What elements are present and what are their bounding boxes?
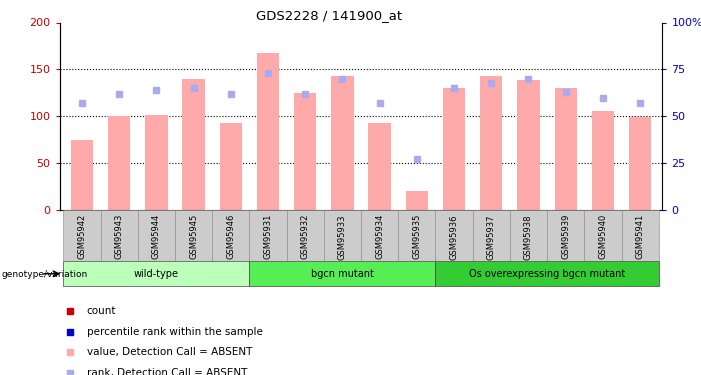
Bar [71, 140, 93, 210]
Bar [435, 210, 472, 261]
Text: wild-type: wild-type [134, 269, 179, 279]
Bar [182, 79, 205, 210]
Bar [108, 116, 130, 210]
Bar [443, 88, 465, 210]
Bar [472, 210, 510, 261]
Bar [294, 93, 316, 210]
Text: GSM95939: GSM95939 [562, 214, 570, 260]
Text: genotype/variation: genotype/variation [1, 270, 88, 279]
Text: GSM95937: GSM95937 [486, 214, 496, 260]
Text: value, Detection Call = ABSENT: value, Detection Call = ABSENT [87, 347, 252, 357]
Text: rank, Detection Call = ABSENT: rank, Detection Call = ABSENT [87, 368, 247, 375]
Text: GSM95943: GSM95943 [115, 214, 123, 260]
Text: GSM95934: GSM95934 [375, 214, 384, 260]
Text: GSM95945: GSM95945 [189, 214, 198, 259]
Bar [361, 210, 398, 261]
Text: GSM95932: GSM95932 [301, 214, 310, 260]
Bar [287, 210, 324, 261]
Text: GSM95933: GSM95933 [338, 214, 347, 260]
Text: bgcn mutant: bgcn mutant [311, 269, 374, 279]
Text: GDS2228 / 141900_at: GDS2228 / 141900_at [257, 9, 402, 22]
Bar [398, 210, 435, 261]
Bar [622, 210, 659, 261]
Bar [145, 116, 168, 210]
Bar [554, 88, 577, 210]
Bar [212, 210, 250, 261]
Bar [585, 210, 622, 261]
Bar [480, 76, 503, 210]
Text: GSM95941: GSM95941 [636, 214, 645, 259]
Bar [324, 210, 361, 261]
Bar [510, 210, 547, 261]
Bar [63, 261, 250, 286]
Text: GSM95946: GSM95946 [226, 214, 236, 260]
Bar [250, 210, 287, 261]
Bar [547, 210, 585, 261]
Bar [257, 53, 279, 210]
Bar [435, 261, 659, 286]
Text: GSM95931: GSM95931 [264, 214, 273, 260]
Text: count: count [87, 306, 116, 316]
Bar [332, 76, 353, 210]
Bar [219, 123, 242, 210]
Text: percentile rank within the sample: percentile rank within the sample [87, 327, 263, 337]
Text: GSM95942: GSM95942 [77, 214, 86, 259]
Bar [137, 210, 175, 261]
Text: Os overexpressing bgcn mutant: Os overexpressing bgcn mutant [469, 269, 625, 279]
Bar [517, 80, 540, 210]
Bar [406, 191, 428, 210]
Bar [250, 261, 435, 286]
Text: GSM95938: GSM95938 [524, 214, 533, 260]
Text: GSM95936: GSM95936 [449, 214, 458, 260]
Bar [63, 210, 100, 261]
Bar [100, 210, 137, 261]
Text: GSM95940: GSM95940 [599, 214, 607, 259]
Bar [175, 210, 212, 261]
Bar [369, 123, 390, 210]
Text: GSM95944: GSM95944 [152, 214, 161, 259]
Text: GSM95935: GSM95935 [412, 214, 421, 260]
Bar [629, 117, 651, 210]
Bar [592, 111, 614, 210]
